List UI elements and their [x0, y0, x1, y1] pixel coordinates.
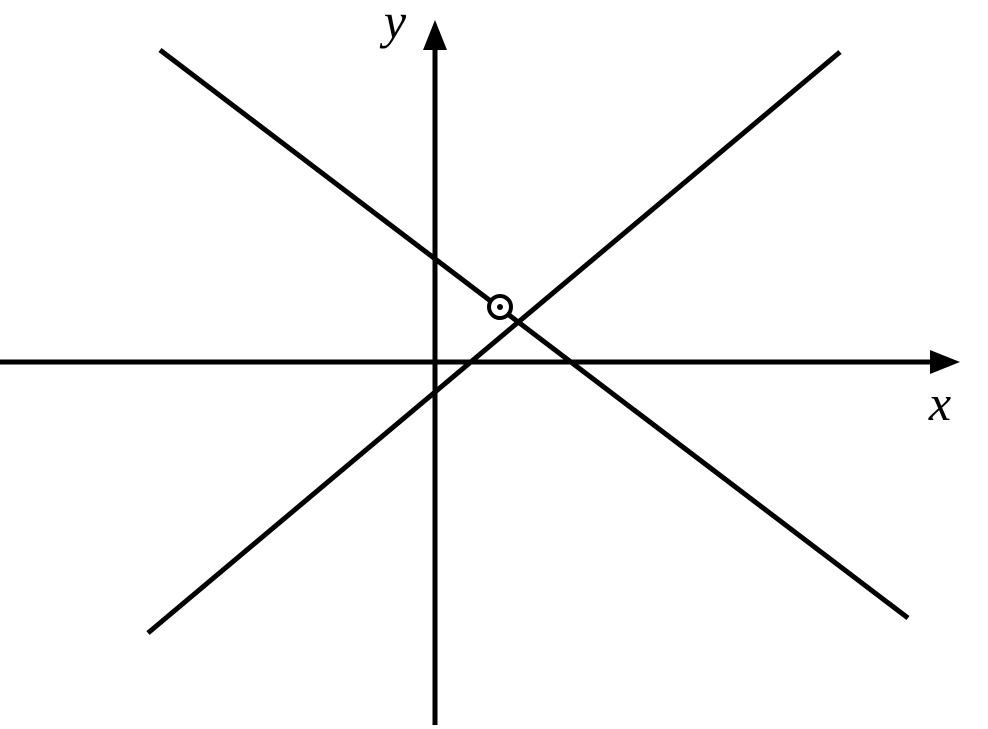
y-axis-label: y: [379, 0, 407, 49]
x-axis-label: x: [928, 375, 951, 431]
intersection-marker-dot: [497, 304, 503, 310]
intersection-plot: xy: [0, 0, 988, 729]
